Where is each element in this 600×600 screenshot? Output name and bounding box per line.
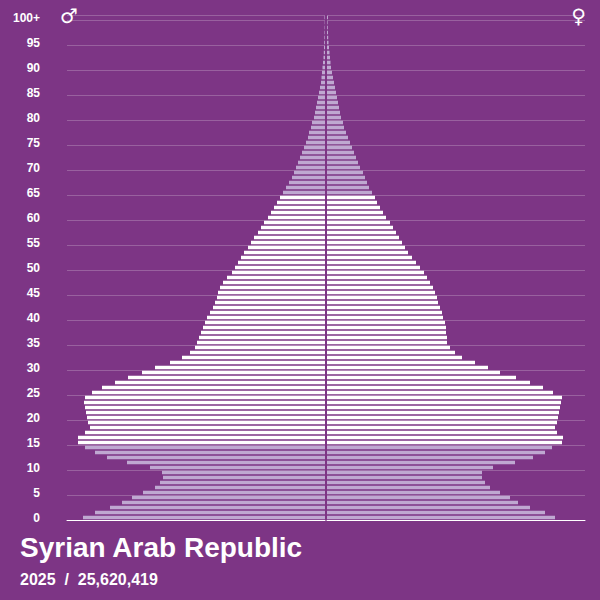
svg-text:50: 50 <box>27 261 41 275</box>
svg-text:90: 90 <box>27 61 41 75</box>
svg-text:70: 70 <box>27 161 41 175</box>
svg-text:55: 55 <box>27 236 41 250</box>
svg-text:20: 20 <box>27 411 41 425</box>
svg-text:95: 95 <box>27 36 41 50</box>
svg-text:35: 35 <box>27 336 41 350</box>
svg-text:60: 60 <box>27 211 41 225</box>
svg-text:30: 30 <box>27 361 41 375</box>
svg-text:5: 5 <box>33 486 40 500</box>
svg-text:100+: 100+ <box>13 11 40 25</box>
svg-text:75: 75 <box>27 136 41 150</box>
svg-text:15: 15 <box>27 436 41 450</box>
svg-text:10: 10 <box>27 461 41 475</box>
svg-text:0: 0 <box>33 511 40 525</box>
svg-text:Syrian Arab Republic: Syrian Arab Republic <box>20 532 302 563</box>
svg-text:25: 25 <box>27 386 41 400</box>
svg-text:80: 80 <box>27 111 41 125</box>
svg-text:40: 40 <box>27 311 41 325</box>
svg-text:85: 85 <box>27 86 41 100</box>
svg-text:2025 / 25,620,419: 2025 / 25,620,419 <box>20 571 158 588</box>
svg-text:65: 65 <box>27 186 41 200</box>
svg-text:45: 45 <box>27 286 41 300</box>
